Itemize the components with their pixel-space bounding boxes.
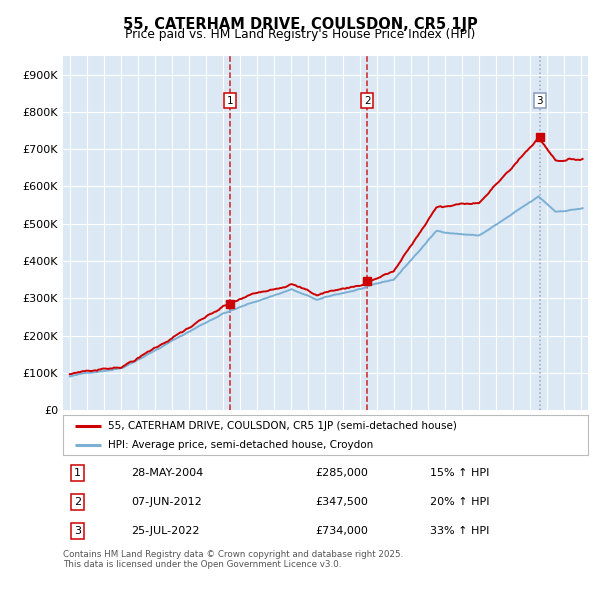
Text: £734,000: £734,000 [315,526,368,536]
Text: 15% ↑ HPI: 15% ↑ HPI [431,468,490,478]
Text: £347,500: £347,500 [315,497,368,507]
Text: 07-JUN-2012: 07-JUN-2012 [131,497,202,507]
Text: 33% ↑ HPI: 33% ↑ HPI [431,526,490,536]
Text: 25-JUL-2022: 25-JUL-2022 [131,526,200,536]
Text: Contains HM Land Registry data © Crown copyright and database right 2025.
This d: Contains HM Land Registry data © Crown c… [63,550,403,569]
Text: 3: 3 [536,96,543,106]
Text: 3: 3 [74,526,81,536]
Text: 20% ↑ HPI: 20% ↑ HPI [431,497,490,507]
Text: 1: 1 [74,468,81,478]
Text: 2: 2 [74,497,81,507]
Text: 28-MAY-2004: 28-MAY-2004 [131,468,203,478]
Text: £285,000: £285,000 [315,468,368,478]
Text: HPI: Average price, semi-detached house, Croydon: HPI: Average price, semi-detached house,… [107,440,373,450]
Text: 1: 1 [227,96,233,106]
Text: Price paid vs. HM Land Registry's House Price Index (HPI): Price paid vs. HM Land Registry's House … [125,28,475,41]
Text: 55, CATERHAM DRIVE, COULSDON, CR5 1JP (semi-detached house): 55, CATERHAM DRIVE, COULSDON, CR5 1JP (s… [107,421,457,431]
Text: 55, CATERHAM DRIVE, COULSDON, CR5 1JP: 55, CATERHAM DRIVE, COULSDON, CR5 1JP [122,17,478,31]
Text: 2: 2 [364,96,370,106]
